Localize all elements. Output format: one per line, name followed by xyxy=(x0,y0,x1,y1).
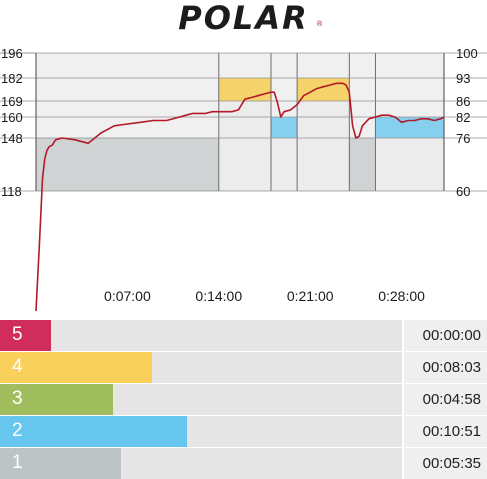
zone-duration: 00:04:58 xyxy=(404,384,487,415)
x-tick-label: 0:07:00 xyxy=(104,288,151,304)
zone-number-label: 1 xyxy=(12,452,23,473)
zone-bar-fill xyxy=(51,448,121,479)
zone-duration: 00:10:51 xyxy=(404,416,487,447)
right-tick-label: 82 xyxy=(456,110,470,125)
segment-zone-fill xyxy=(349,138,376,191)
zone-duration-text: 00:04:58 xyxy=(422,391,481,408)
zone-number-badge: 3 xyxy=(0,384,51,415)
segment-zone-fill xyxy=(297,78,350,101)
zone-row-4: 4 00:08:03 xyxy=(0,352,487,383)
zone-bar-track xyxy=(51,448,402,479)
heart-rate-line xyxy=(35,82,445,312)
zone-duration-text: 00:08:03 xyxy=(422,359,481,376)
zone-bar-track xyxy=(51,416,402,447)
zone-number-label: 3 xyxy=(12,388,23,409)
segment-upper-wash xyxy=(36,53,219,138)
zone-row-5: 5 00:00:00 xyxy=(0,320,487,351)
zone-bar-fill xyxy=(51,384,114,415)
zone-number-label: 4 xyxy=(12,356,23,377)
zone-bar-track xyxy=(51,384,402,415)
left-tick-label: 118 xyxy=(1,184,22,199)
registered-mark: ® xyxy=(317,21,323,28)
chart-grid xyxy=(0,52,487,192)
segment-zone-fill xyxy=(36,138,219,191)
right-tick-label: 76 xyxy=(456,131,470,146)
segment-lower-wash xyxy=(375,138,444,191)
left-tick-label: 160 xyxy=(1,110,23,125)
zone-bar-track xyxy=(51,352,402,383)
segment-upper-wash xyxy=(375,53,444,117)
segment-upper-wash xyxy=(218,53,272,78)
segment-lower-wash xyxy=(271,138,298,191)
left-tick-label: 148 xyxy=(1,131,23,146)
segment-zone-fill xyxy=(375,117,444,138)
zone-bar-fill xyxy=(51,352,152,383)
polar-logo: POLAR ® xyxy=(0,0,487,44)
x-tick-label: 0:14:00 xyxy=(195,288,242,304)
left-tick-label: 196 xyxy=(1,46,23,61)
right-tick-label: 60 xyxy=(456,184,470,199)
zone-bar-track xyxy=(51,320,402,351)
segment-upper-wash xyxy=(297,53,350,78)
zone-duration: 00:00:00 xyxy=(404,320,487,351)
zone-number-badge: 1 xyxy=(0,448,51,479)
segment-lower-wash xyxy=(218,101,272,191)
right-tick-label: 86 xyxy=(456,94,470,109)
left-tick-label: 182 xyxy=(1,71,23,86)
zone-duration: 00:08:03 xyxy=(404,352,487,383)
segment-zone-fill xyxy=(218,78,272,101)
heart-rate-series xyxy=(35,82,445,312)
zone-row-2: 2 00:10:51 xyxy=(0,416,487,447)
right-tick-label: 93 xyxy=(456,71,470,86)
x-tick-label: 0:21:00 xyxy=(287,288,334,304)
zone-number-label: 2 xyxy=(12,420,23,441)
zone-duration: 00:05:35 xyxy=(404,448,487,479)
zone-number-badge: 4 xyxy=(0,352,51,383)
chart-background xyxy=(36,53,444,191)
zone-number-badge: 2 xyxy=(0,416,51,447)
logo-wordmark: POLAR xyxy=(178,0,309,37)
segment-lower-wash xyxy=(297,101,350,191)
segment-zone-fill xyxy=(271,117,298,138)
zone-duration-text: 00:10:51 xyxy=(422,423,481,440)
zone-duration-text: 00:05:35 xyxy=(422,455,481,472)
zone-row-3: 3 00:04:58 xyxy=(0,384,487,415)
left-tick-label: 169 xyxy=(1,94,23,109)
x-tick-label: 0:28:00 xyxy=(378,288,425,304)
zone-duration-text: 00:00:00 xyxy=(422,327,481,344)
segment-upper-wash xyxy=(349,53,376,138)
right-tick-label: 100 xyxy=(456,46,478,61)
zone-number-badge: 5 xyxy=(0,320,51,351)
zone-row-1: 1 00:05:35 xyxy=(0,448,487,479)
zone-number-label: 5 xyxy=(12,324,23,345)
zone-bar-fill xyxy=(51,416,187,447)
segment-upper-wash xyxy=(271,53,298,117)
